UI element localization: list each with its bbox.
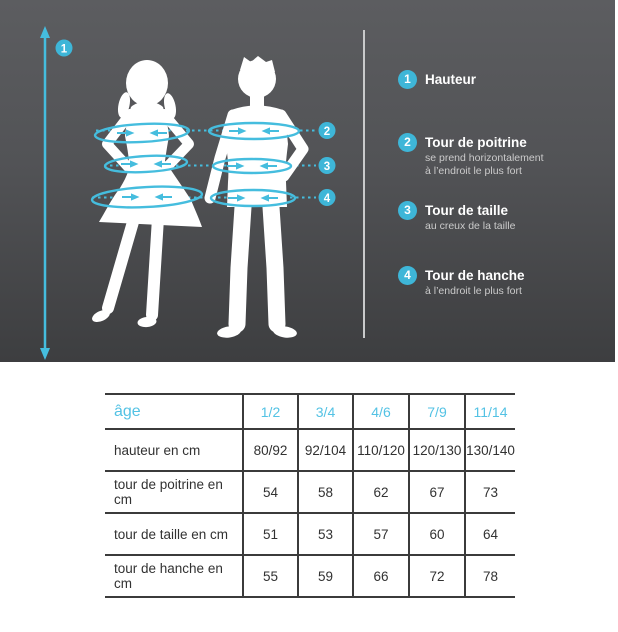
boy-hip-band [209,188,297,208]
marker-2-num: 2 [324,126,330,138]
table-header-col-3: 4/6 [352,394,409,429]
legend-title-hauteur: Hauteur [425,72,477,87]
measurement-bands [90,121,301,209]
legend-badge-1: 1 [398,70,417,89]
legend-title-poitrine: Tour de poitrine [425,135,527,150]
marker-3-num: 3 [324,161,330,173]
girl-silhouette [92,60,202,328]
table-header-age: âge [114,402,141,420]
boy-leg-left [228,198,252,333]
marker-1-num: 1 [61,43,68,55]
girl-chest-band [93,122,191,144]
girl-leg-right [146,212,164,321]
hauteur-val-2: 92/104 [297,429,353,471]
hauteur-val-3: 110/120 [352,429,409,471]
boy-chest-band [207,121,301,141]
poitrine-val-1: 54 [242,471,298,513]
taille-val-4: 60 [408,513,465,555]
boy-hair [240,56,275,72]
row-label-taille: tour de taille en cm [114,526,229,542]
hanche-val-4: 72 [408,555,465,597]
row-label-hanche: tour de hanche en cm [114,561,223,591]
hanche-val-5: 78 [464,555,515,597]
legend-badge-2: 2 [398,133,417,152]
hauteur-val-1: 80/92 [242,429,298,471]
hanche-val-1: 55 [242,555,298,597]
table-header-col-2: 3/4 [297,394,353,429]
boy-foot-right [273,326,297,338]
legend-title-hanche: Tour de hanche [425,268,525,283]
table-header-col-1: 1/2 [242,394,298,429]
hauteur-val-4: 120/130 [408,429,465,471]
height-arrow [40,26,50,360]
row-label-hauteur: hauteur en cm [114,442,201,458]
taille-val-1: 51 [242,513,298,555]
legend-title-taille: Tour de taille [425,203,509,218]
legend-sub-poitrine-1: se prend horizontalement [425,152,544,164]
legend-sub-hanche-1: à l’endroit le plus fort [425,285,522,297]
table-row-poitrine: tour de poitrine en cm 54 58 62 67 73 [105,471,515,513]
poitrine-val-2: 58 [297,471,353,513]
table-header-col-5: 11/14 [464,394,515,429]
legend-badge-3: 3 [398,201,417,220]
marker-1-badge [55,39,73,57]
boy-foot-left [217,326,241,338]
girl-hip-band [90,185,204,209]
hanche-val-2: 59 [297,555,353,597]
marker-4-badge [318,189,336,206]
vertical-divider [363,30,365,338]
legend-item-hauteur: 1 Hauteur [398,70,476,89]
row-label-poitrine: tour de poitrine en cm [114,477,223,507]
legend-item-poitrine: 2 Tour de poitrine se prend horizontalem… [398,133,544,178]
legend-item-taille: 3 Tour de taille au creux de la taille [398,201,515,233]
legend-item-hanche: 4 Tour de hanche à l’endroit le plus for… [398,266,525,298]
taille-val-2: 53 [297,513,353,555]
boy-leg-right [262,198,286,333]
girl-leg-left [102,216,139,314]
table-row-hauteur: hauteur en cm 80/92 92/104 110/120 120/1… [105,429,515,471]
girl-foot-right [137,316,157,328]
boy-waist-band [211,157,293,175]
table-header-row: âge 1/2 3/4 4/6 7/9 11/14 [105,394,515,429]
table-row-hanche: tour de hanche en cm 55 59 66 72 78 [105,555,515,597]
marker-4-num: 4 [324,193,331,205]
taille-val-5: 64 [464,513,515,555]
legend-sub-poitrine-2: à l’endroit le plus fort [425,165,522,177]
hauteur-val-5: 130/140 [464,429,515,471]
hanche-val-3: 66 [352,555,409,597]
poitrine-val-3: 62 [352,471,409,513]
poitrine-val-5: 73 [464,471,515,513]
figure-markers: 1 2 3 4 [55,39,336,206]
legend-badge-4: 4 [398,266,417,285]
measurement-panel: 1 2 3 4 1 Hauteur 2 Tour de poitrine se … [0,0,615,362]
size-table: âge 1/2 3/4 4/6 7/9 11/14 hauteur en cm … [105,393,515,598]
boy-arm-left [204,109,239,204]
marker-3-badge [318,157,336,174]
boy-silhouette [204,56,309,338]
table-header-col-4: 7/9 [408,394,465,429]
table-row-taille: tour de taille en cm 51 53 57 60 64 [105,513,515,555]
figures-illustration: 1 2 3 4 [40,26,336,360]
girl-waist-band [103,154,189,174]
girl-foot-left [92,310,110,322]
taille-val-3: 57 [352,513,409,555]
poitrine-val-4: 67 [408,471,465,513]
marker-2-badge [318,122,336,139]
legend-sub-taille-1: au creux de la taille [425,220,516,232]
